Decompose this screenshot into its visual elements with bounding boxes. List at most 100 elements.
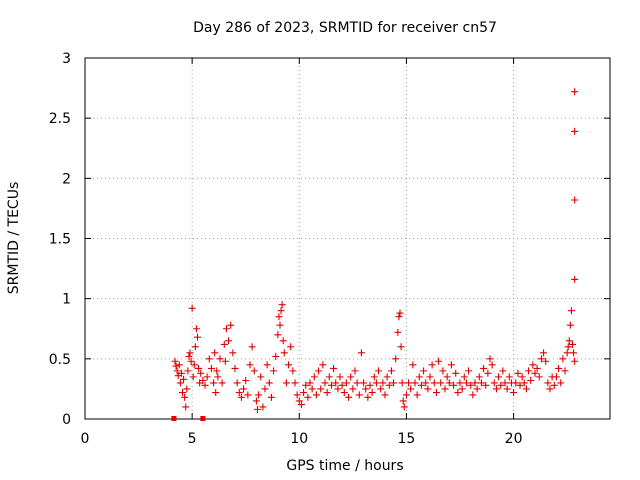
data-point [308,385,316,393]
x-tick-label: 10 [290,431,308,447]
data-point [197,369,205,377]
data-point [330,364,338,372]
data-point [237,393,245,401]
data-point [192,325,200,333]
data-point [396,309,404,317]
data-point [261,385,269,393]
data-point [525,367,533,375]
data-point [185,352,193,360]
data-point [214,373,222,381]
y-tick-label: 0 [62,412,71,428]
data-point [510,389,518,397]
x-axis-label: GPS time / hours [286,458,403,474]
data-point [397,343,405,351]
data-point [323,389,331,397]
data-point [460,373,468,381]
data-point [242,376,250,384]
data-point [263,361,271,369]
chart-title: Day 286 of 2023, SRMTID for receiver cn5… [193,20,497,36]
data-point [375,367,383,375]
data-point [430,379,438,387]
data-point [486,355,494,363]
data-point [557,379,565,387]
data-point [484,369,492,377]
data-point [503,385,511,393]
data-point [184,367,192,375]
data-point [340,389,348,397]
data-point [415,373,423,381]
x-tick-label: 0 [81,431,90,447]
x-tick-label: 15 [398,431,416,447]
data-point [452,369,460,377]
data-point [187,357,195,365]
data-point [390,379,398,387]
data-point [207,364,215,372]
y-tick-label: 2 [62,171,71,187]
flag-marker [200,416,206,421]
data-point [304,393,312,401]
data-point [454,389,462,397]
data-point [355,391,363,399]
data-point [381,391,389,399]
data-point [571,275,579,283]
data-point [571,357,579,365]
y-tick-label: 1 [62,292,71,308]
data-point [529,361,537,369]
data-point [512,379,520,387]
data-point [469,391,477,399]
data-point [372,379,380,387]
data-point [180,375,188,383]
data-point [319,361,327,369]
data-point [254,405,261,413]
data-point [458,385,466,393]
data-point [188,304,196,312]
data-point [445,379,453,387]
data-point [566,321,574,329]
data-point [492,385,500,393]
data-point [218,379,226,387]
data-point [302,381,310,389]
data-point [246,361,254,369]
data-point [213,367,221,375]
data-point [546,385,554,393]
data-point [394,328,402,336]
data-point [377,385,385,393]
data-point [211,349,219,357]
data-point [177,369,185,377]
data-point [295,397,303,405]
data-point [570,349,578,357]
data-point [424,385,432,393]
data-point [383,373,391,381]
data-point [171,357,179,365]
data-point [495,373,503,381]
data-point [471,379,479,387]
axis-ticks: 0 0.5 1 1.5 2 2.5 3 0 5 10 15 20 [49,51,610,447]
data-point [370,373,378,381]
data-point [432,389,440,397]
data-point [535,373,543,381]
data-point [475,373,483,381]
data-point [194,333,201,341]
data-point [231,364,239,372]
data-point [345,393,353,401]
data-point [179,389,186,397]
data-point [364,393,372,401]
data-point [426,373,434,381]
data-point [221,357,229,365]
data-point [552,373,560,381]
data-point [368,389,376,397]
data-point [275,313,283,321]
data-point [203,373,211,381]
y-tick-label: 2.5 [49,111,71,127]
data-point [366,381,374,389]
data-point [181,393,189,401]
data-point [465,367,473,375]
data-point [300,389,308,397]
data-point [227,321,235,329]
data-point [561,367,569,375]
data-point [191,343,199,351]
data-point [435,357,443,365]
data-point [443,373,451,381]
data-point [563,349,571,357]
